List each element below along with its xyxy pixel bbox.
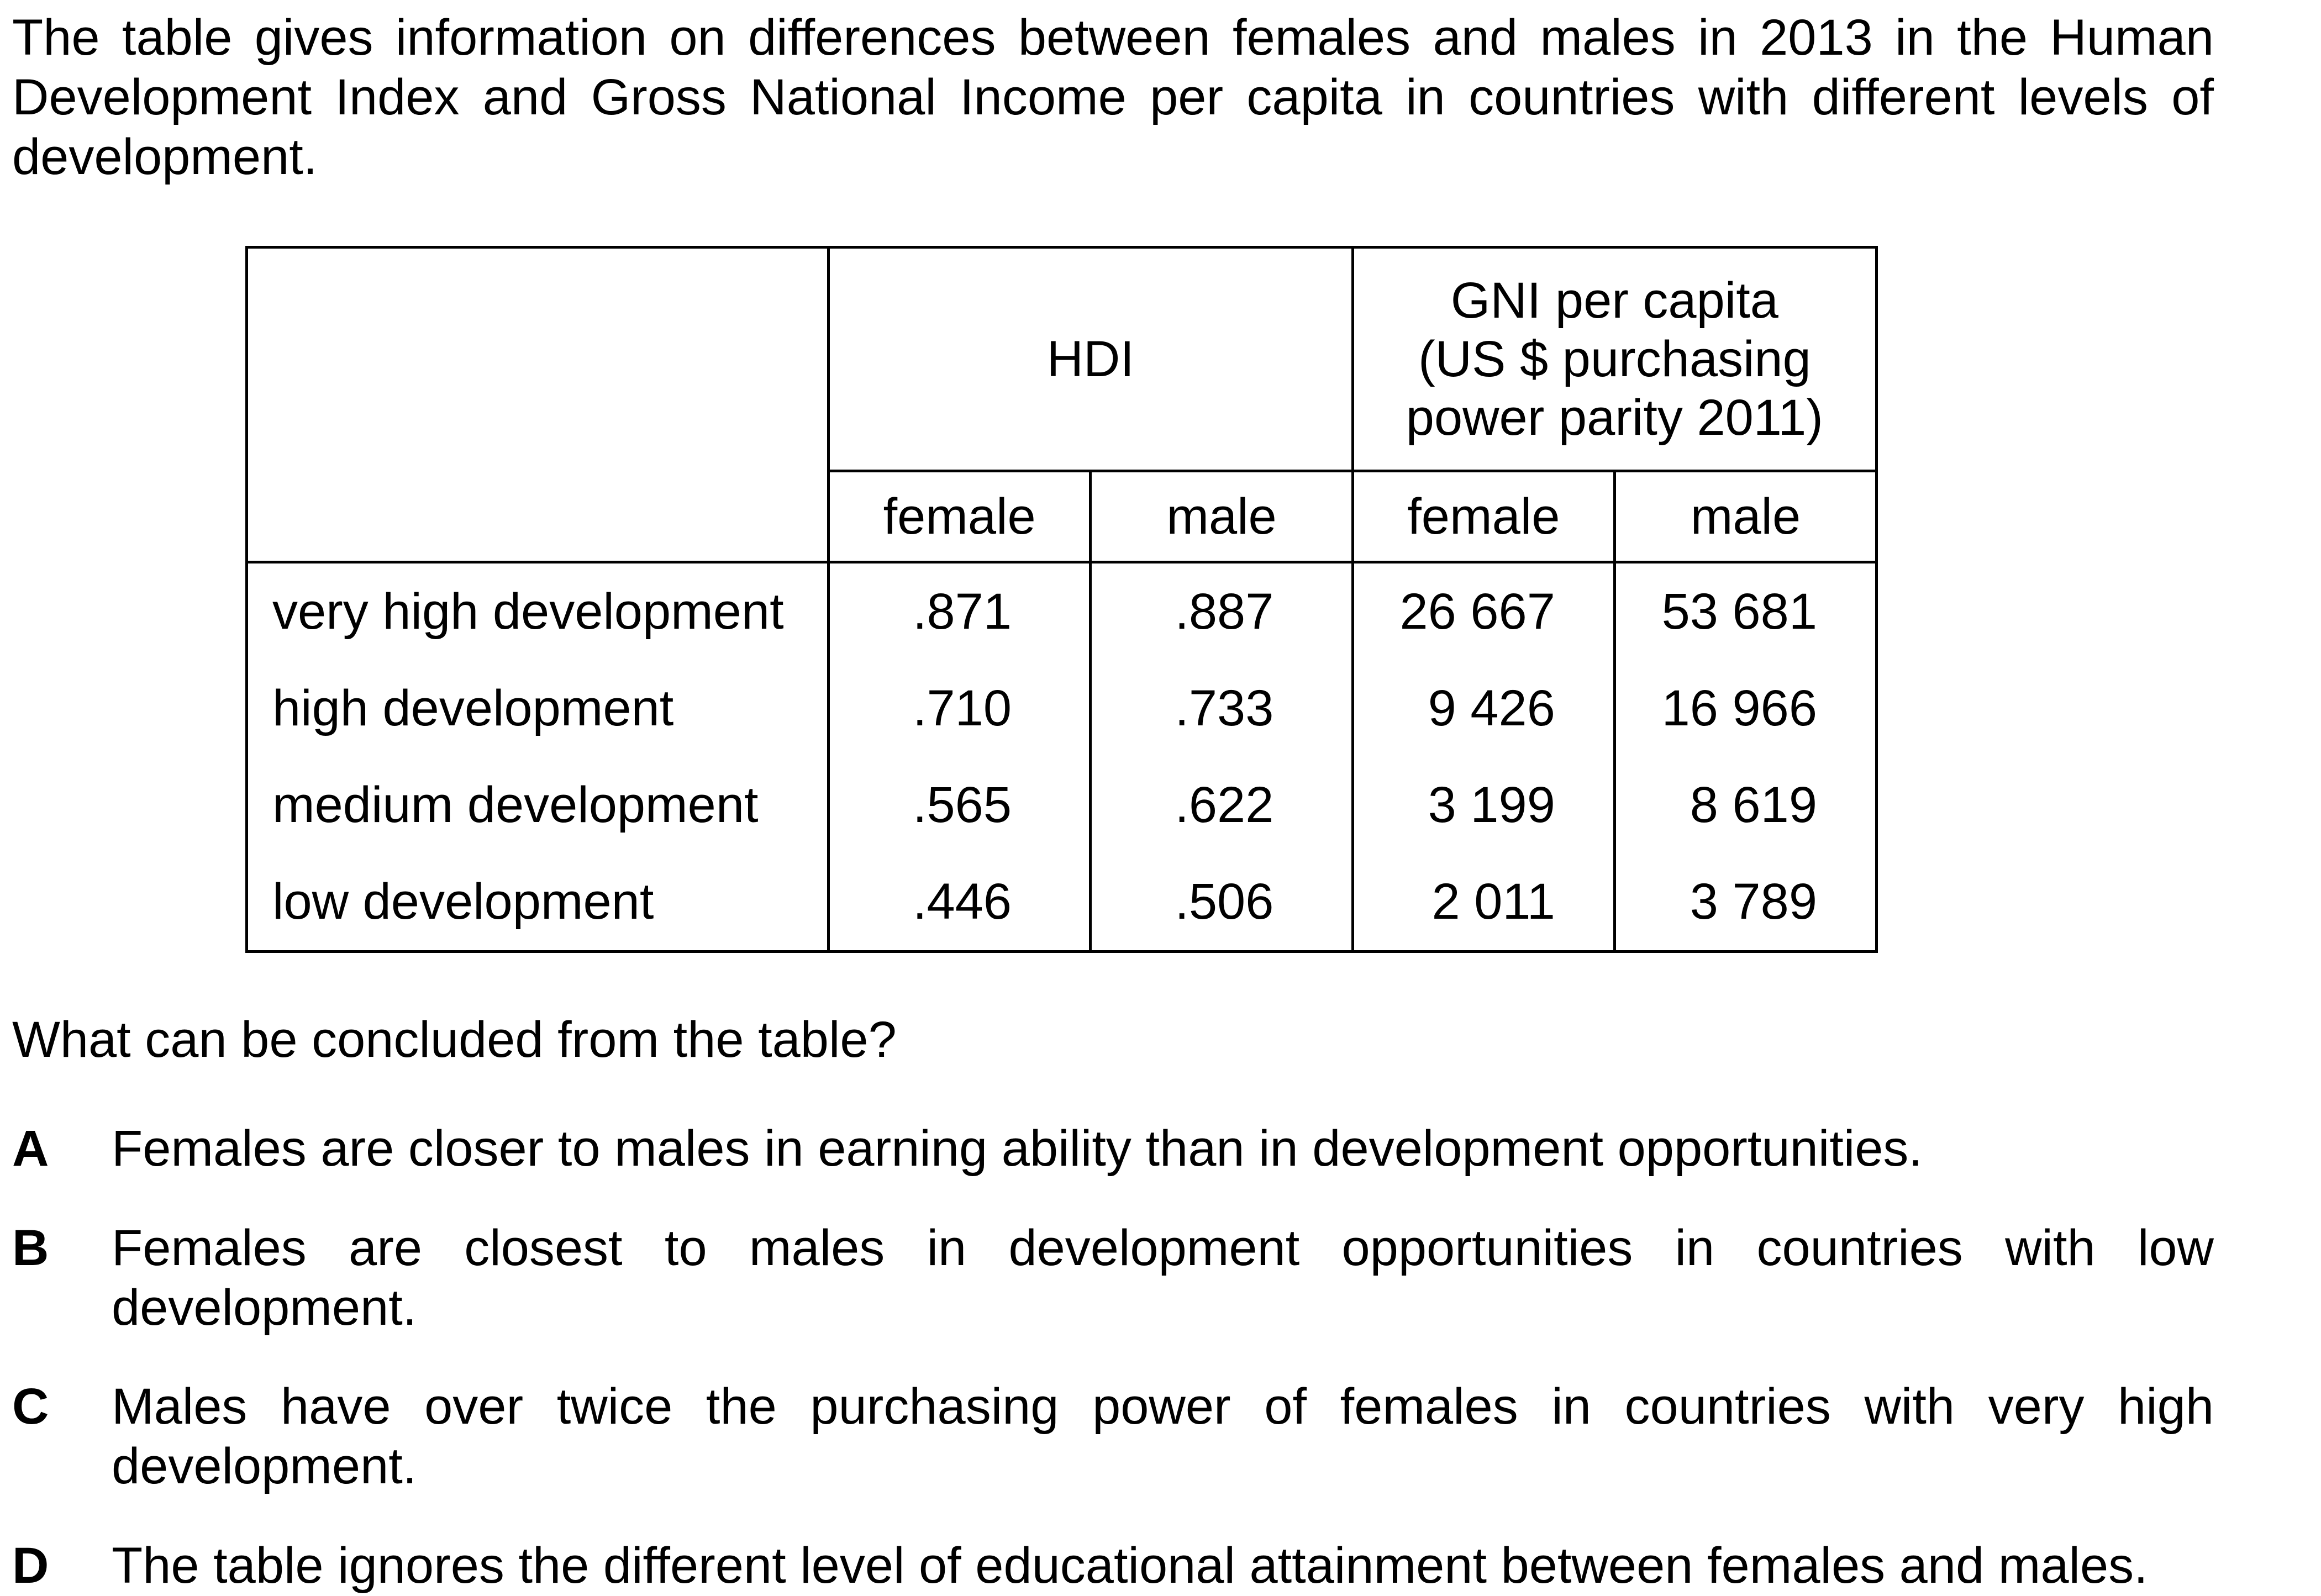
gni-female-value: 26 667	[1351, 562, 1616, 660]
gni-female-value: 9 426	[1351, 660, 1616, 757]
option-text: Females are closest to males in developm…	[112, 1220, 2214, 1336]
hdi-female-value: .565	[827, 757, 1092, 854]
table-row: low development .446 .506 2 011 3 789	[245, 854, 1878, 953]
row-label: high development	[245, 660, 830, 757]
gni-female-value: 2 011	[1351, 854, 1616, 953]
option-b[interactable]: B Females are closest to males in develo…	[12, 1218, 2214, 1337]
option-letter: A	[12, 1120, 49, 1177]
gni-header-line3: power parity 2011)	[1406, 389, 1823, 446]
gni-header-line1: GNI per capita	[1450, 272, 1778, 329]
subheader-gni-female: female	[1351, 470, 1616, 563]
hdi-male-value: .733	[1089, 660, 1354, 757]
gni-header-line2: (US $ purchasing	[1418, 331, 1811, 387]
table-row: very high development .871 .887 26 667 5…	[245, 562, 1878, 660]
table-row: high development .710 .733 9 426 16 966	[245, 660, 1878, 757]
option-text: Females are closer to males in earning a…	[112, 1120, 1923, 1177]
hdi-female-value: .710	[827, 660, 1092, 757]
subheader-gni-male: male	[1613, 470, 1878, 563]
hdi-male-value: .506	[1089, 854, 1354, 953]
gni-female-value: 3 199	[1351, 757, 1616, 854]
intro-text: The table gives information on differenc…	[12, 9, 2214, 185]
row-label: medium development	[245, 757, 830, 854]
data-table: HDI GNI per capita (US $ purchasing powe…	[245, 246, 1878, 953]
option-c[interactable]: C Males have over twice the purchasing p…	[12, 1377, 2214, 1496]
gni-male-value: 16 966	[1613, 660, 1878, 757]
hdi-male-value: .887	[1089, 562, 1354, 660]
option-text: Males have over twice the purchasing pow…	[112, 1378, 2214, 1494]
hdi-female-value: .871	[827, 562, 1092, 660]
question-stem: What can be concluded from the table?	[12, 1012, 897, 1068]
option-a[interactable]: A Females are closer to males in earning…	[12, 1119, 2214, 1178]
gni-male-value: 53 681	[1613, 562, 1878, 660]
table-subheader-row: female male female male	[247, 470, 1878, 563]
option-d[interactable]: D The table ignores the different level …	[12, 1536, 2214, 1595]
gni-male-value: 3 789	[1613, 854, 1878, 953]
subheader-hdi-female: female	[827, 470, 1092, 563]
corner-cell	[245, 246, 830, 563]
row-label: very high development	[245, 562, 830, 660]
table-header-row: HDI GNI per capita (US $ purchasing powe…	[245, 246, 1878, 563]
option-letter: B	[12, 1220, 49, 1276]
row-label: low development	[245, 854, 830, 953]
subheader-hdi-male: male	[1089, 470, 1354, 563]
hdi-header: HDI	[827, 246, 1354, 471]
hdi-female-value: .446	[827, 854, 1092, 953]
table-row: medium development .565 .622 3 199 8 619	[245, 757, 1878, 854]
option-text: The table ignores the different level of…	[112, 1537, 2148, 1594]
gni-male-value: 8 619	[1613, 757, 1878, 854]
option-letter: C	[12, 1378, 49, 1435]
option-letter: D	[12, 1537, 49, 1594]
gni-header: GNI per capita (US $ purchasing power pa…	[1351, 246, 1878, 471]
hdi-male-value: .622	[1089, 757, 1354, 854]
